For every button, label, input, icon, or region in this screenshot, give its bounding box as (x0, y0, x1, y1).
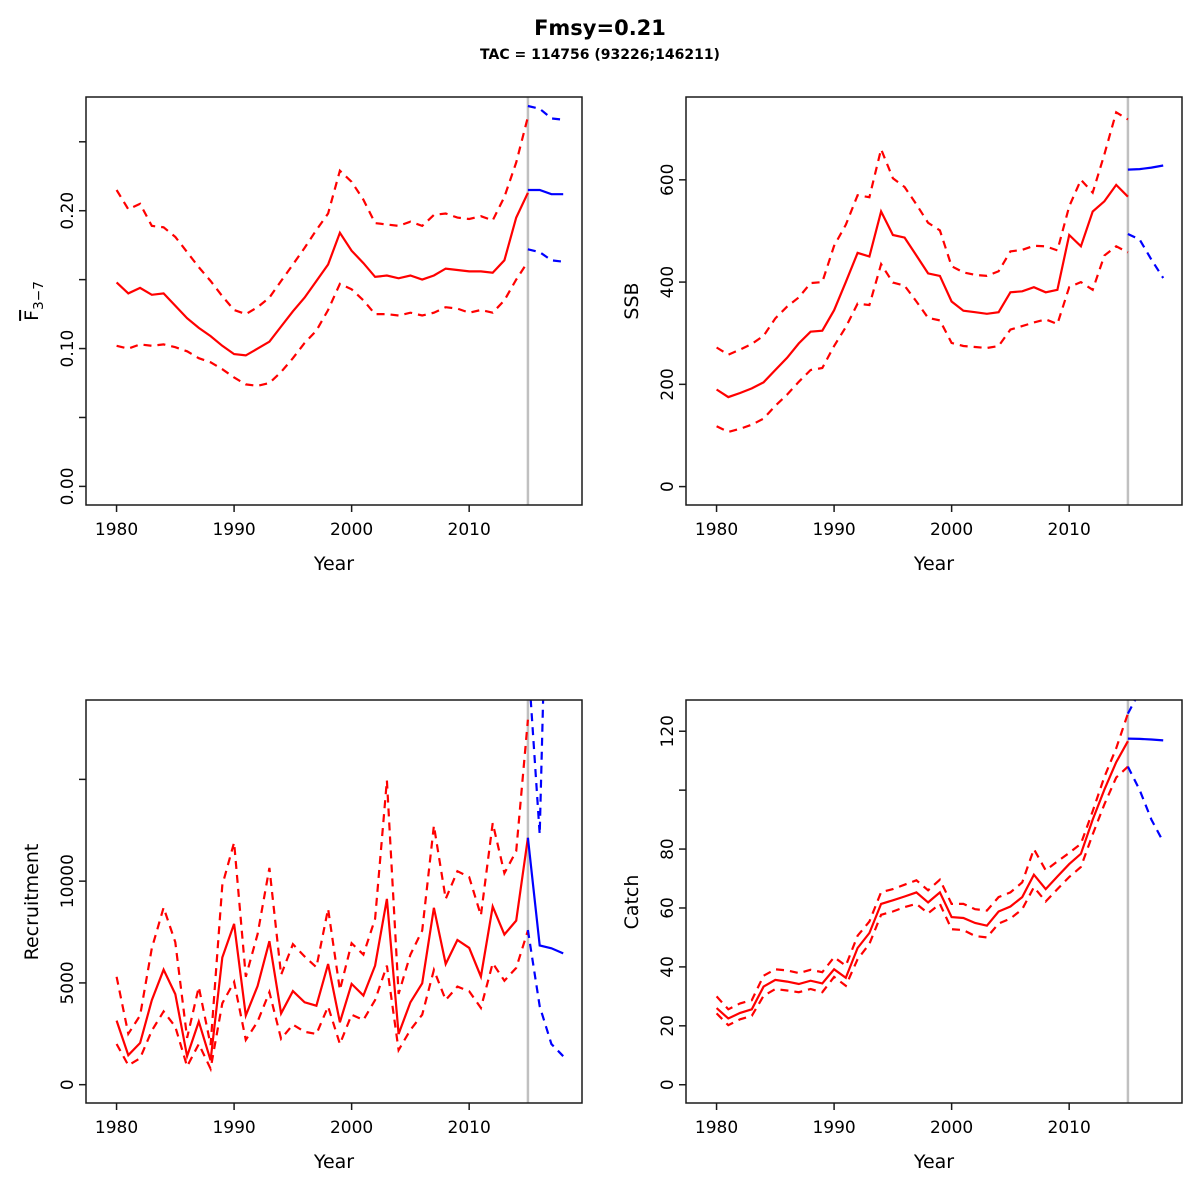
svg-text:200: 200 (658, 368, 678, 400)
svg-text:1980: 1980 (95, 1118, 138, 1138)
y-axis-label-recruitment: Recruitment (21, 843, 47, 960)
panel-ssb: 1980 1990 2000 2010 0 200 400 600 (658, 96, 1183, 540)
svg-text:2000: 2000 (330, 520, 373, 540)
x-axis-label-catch: Year (913, 1151, 955, 1173)
y-axis-label-subscript: 3−7 (30, 281, 47, 310)
y-axis-label-overbar-text: F (21, 309, 44, 321)
svg-text:0.20: 0.20 (58, 192, 78, 230)
svg-text:600: 600 (658, 164, 678, 196)
figure-title: Fmsy=0.21 (534, 16, 666, 40)
y-axis-label-ssb: SSB (621, 282, 647, 319)
svg-text:1990: 1990 (812, 1118, 855, 1138)
svg-text:2010: 2010 (448, 520, 491, 540)
svg-text:60: 60 (658, 897, 678, 919)
svg-text:1980: 1980 (95, 520, 138, 540)
svg-text:0: 0 (58, 1079, 78, 1090)
svg-text:1990: 1990 (212, 520, 255, 540)
svg-text:1990: 1990 (812, 520, 855, 540)
svg-text:120: 120 (658, 715, 678, 747)
y-axis-label-fbar: F3−7 (21, 281, 47, 321)
svg-text:0.10: 0.10 (58, 330, 78, 368)
svg-text:10000: 10000 (58, 854, 78, 908)
x-axis-label-ssb: Year (913, 553, 955, 575)
svg-text:5000: 5000 (58, 961, 78, 1004)
svg-text:80: 80 (658, 838, 678, 860)
svg-text:2000: 2000 (930, 1118, 973, 1138)
svg-text:40: 40 (658, 956, 678, 978)
figure-subtitle: TAC = 114756 (93226;146211) (480, 47, 720, 63)
svg-text:400: 400 (658, 266, 678, 298)
panel-catch: 1980 1990 2000 2010 0 20 40 60 80 120 (658, 699, 1183, 1138)
panel-recruitment: 1980 1990 2000 2010 0 5000 10000 (58, 699, 583, 1138)
svg-text:2010: 2010 (1048, 520, 1091, 540)
y-axis-label-text: SSB (621, 282, 644, 320)
svg-text:20: 20 (658, 1015, 678, 1037)
svg-text:0.00: 0.00 (58, 467, 78, 505)
panel-fbar: 1980 1990 2000 2010 0.00 0.10 0.20 (58, 96, 583, 540)
svg-text:2000: 2000 (330, 1118, 373, 1138)
svg-text:0: 0 (658, 1079, 678, 1090)
x-axis-label-fbar: Year (313, 553, 355, 575)
y-axis-label-text: Catch (621, 874, 644, 929)
svg-text:1980: 1980 (695, 1118, 738, 1138)
svg-text:1980: 1980 (695, 520, 738, 540)
svg-text:1990: 1990 (212, 1118, 255, 1138)
svg-text:2010: 2010 (1048, 1118, 1091, 1138)
y-axis-label-text: Recruitment (21, 843, 44, 960)
svg-text:2010: 2010 (448, 1118, 491, 1138)
y-axis-label-catch: Catch (621, 874, 647, 929)
svg-text:0: 0 (658, 481, 678, 492)
x-axis-label-recruitment: Year (313, 1151, 355, 1173)
svg-text:2000: 2000 (930, 520, 973, 540)
